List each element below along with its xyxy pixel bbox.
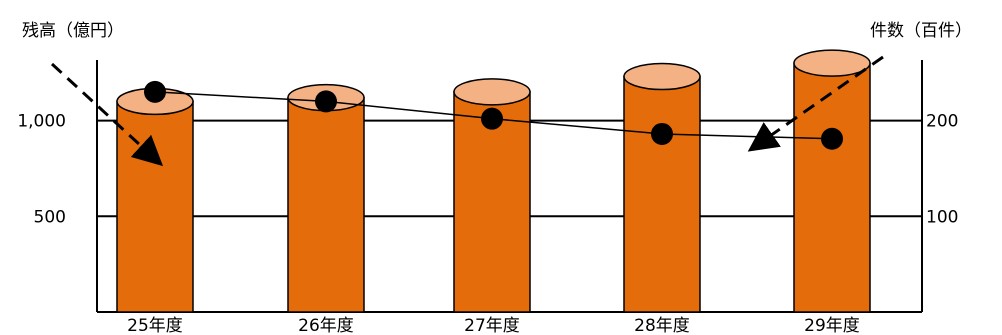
- bar-body: [793, 62, 871, 313]
- bar-top: [793, 49, 871, 77]
- left-tick-label: 1,000: [17, 112, 66, 132]
- count-line: [144, 80, 843, 150]
- right-tick-label: 200: [926, 112, 958, 132]
- bar-top: [453, 78, 531, 106]
- category-labels: 25年度 26年度 27年度 28年度 29年度: [127, 316, 860, 335]
- category-label: 28年度: [634, 316, 690, 335]
- left-tick-label: 500: [34, 207, 66, 227]
- count-point: [651, 122, 673, 145]
- bar: [287, 83, 365, 313]
- bar: [623, 62, 701, 313]
- bars: [116, 49, 871, 313]
- bar: [116, 87, 194, 313]
- category-label: 27年度: [464, 316, 520, 335]
- bar: [453, 78, 531, 313]
- count-point: [821, 127, 843, 150]
- right-axis-title: 件数（百件）: [870, 21, 972, 41]
- right-axis-pointer-arrow: [747, 55, 884, 152]
- tick-labels: 500 1,000 100 200: [17, 112, 958, 228]
- category-label: 26年度: [298, 316, 354, 335]
- bar: [793, 49, 871, 313]
- category-label: 25年度: [127, 316, 183, 335]
- bar-top: [623, 62, 701, 91]
- left-axis-title: 残高（億円）: [22, 21, 124, 41]
- count-point: [315, 90, 337, 113]
- right-tick-label: 100: [926, 207, 958, 227]
- bar-body: [287, 96, 365, 313]
- left-axis-pointer-arrow: [50, 62, 164, 167]
- count-point: [481, 107, 503, 130]
- count-point: [144, 80, 166, 103]
- category-label: 29年度: [804, 316, 860, 335]
- bar-body: [116, 100, 194, 313]
- bar-body: [623, 75, 701, 313]
